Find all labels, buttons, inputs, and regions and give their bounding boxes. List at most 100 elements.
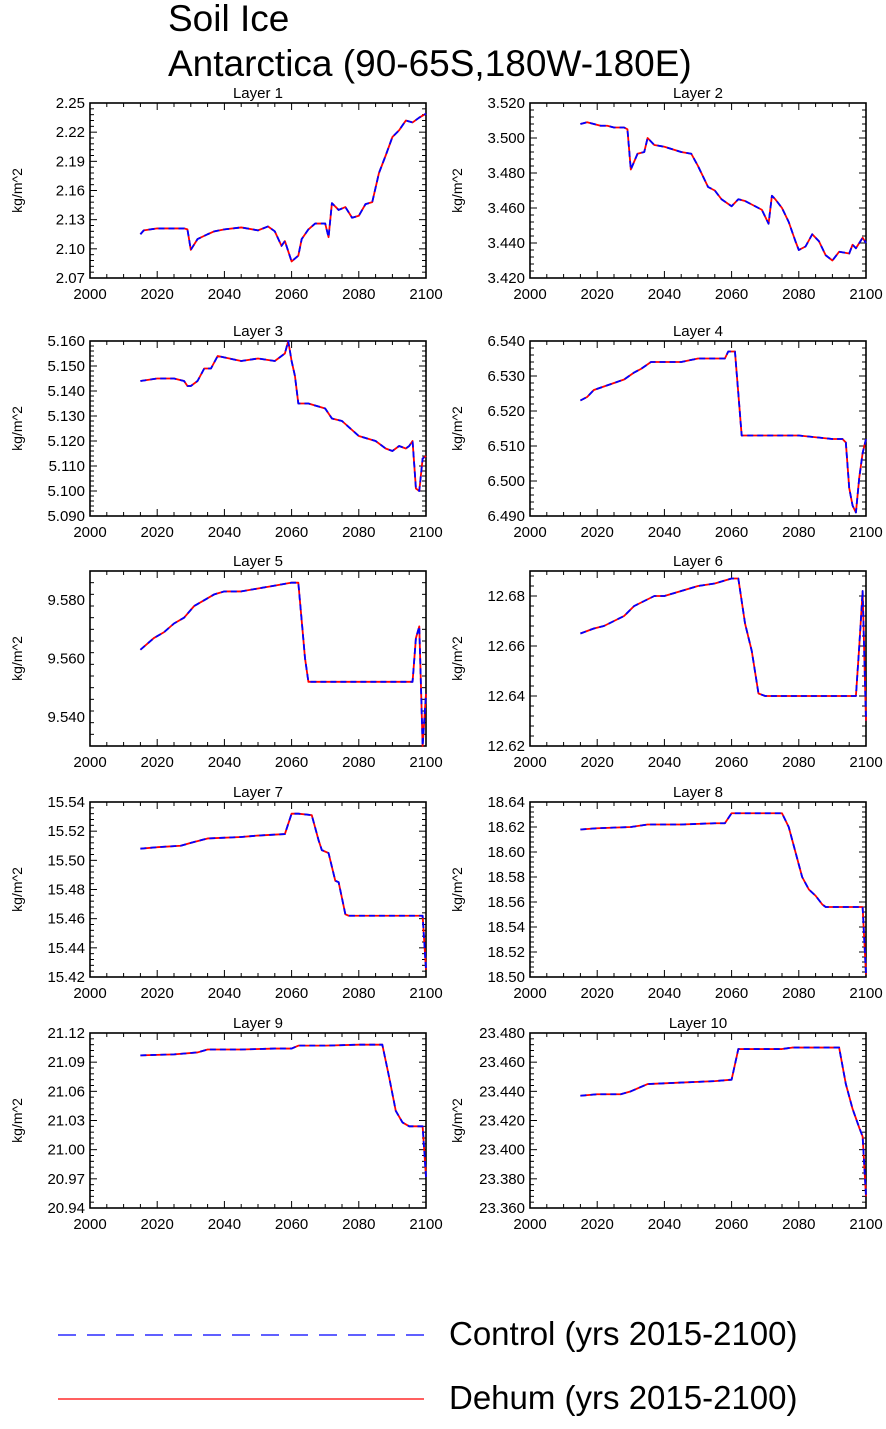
legend-swatch-dehum	[58, 1398, 424, 1400]
panel-layer-10: Layer 10 kg/m^2 2000 2020 2040 2060 2080 2100 23…	[449, 1015, 883, 1233]
y-tick-label: 23.400	[479, 1142, 525, 1159]
plot-frame-layer-2	[529, 102, 867, 279]
panel-layer-2: Layer 2 kg/m^2 2000 2020 2040 2060 2080 2100 3.4…	[449, 85, 883, 303]
x-tick-label: 2040	[648, 286, 681, 303]
x-tick-label: 2000	[513, 985, 546, 1002]
y-axis-label-layer-10: kg/m^2	[449, 1098, 465, 1143]
y-tick-label: 5.140	[47, 383, 85, 400]
panel-title-layer-2: Layer 2	[673, 85, 723, 102]
plot-frame-layer-3	[89, 340, 427, 517]
y-tick-label: 18.50	[487, 969, 525, 986]
y-tick-label: 15.48	[47, 882, 85, 899]
x-tick-label: 2020	[581, 524, 614, 541]
y-tick-label: 21.06	[47, 1083, 85, 1100]
y-tick-label: 23.440	[479, 1083, 525, 1100]
panel-title-layer-1: Layer 1	[233, 85, 283, 102]
y-tick-label: 3.520	[487, 95, 525, 112]
x-tick-label: 2000	[513, 1216, 546, 1233]
y-tick-label: 5.110	[49, 458, 85, 475]
x-tick-label: 2000	[73, 286, 106, 303]
x-tick-label: 2000	[513, 524, 546, 541]
y-tick-label: 18.62	[487, 819, 525, 836]
y-tick-label: 18.54	[487, 919, 525, 936]
x-tick-label: 2060	[715, 754, 748, 771]
x-tick-label: 2100	[849, 754, 882, 771]
y-tick-label: 2.07	[56, 270, 85, 287]
plot-frame-layer-8	[529, 801, 867, 978]
y-tick-label: 23.460	[479, 1054, 525, 1071]
panel-title-layer-8: Layer 8	[673, 784, 723, 801]
panel-title-layer-9: Layer 9	[233, 1015, 283, 1032]
x-tick-label: 2100	[409, 524, 442, 541]
x-tick-label: 2080	[342, 1216, 375, 1233]
x-tick-label: 2040	[208, 286, 241, 303]
x-tick-label: 2080	[342, 524, 375, 541]
x-tick-label: 2080	[782, 524, 815, 541]
y-tick-label: 5.120	[47, 433, 85, 450]
y-tick-label: 2.22	[56, 124, 85, 141]
y-tick-label: 23.420	[479, 1113, 525, 1130]
x-tick-label: 2060	[275, 754, 308, 771]
series-line-dehum-layer-5	[139, 581, 427, 747]
y-tick-label: 18.56	[487, 894, 525, 911]
y-tick-label: 2.25	[56, 95, 85, 112]
y-tick-label: 3.440	[487, 235, 525, 252]
series-line-dehum-layer-9	[140, 1043, 427, 1177]
series-line-control-layer-9	[140, 1043, 427, 1177]
plot-frame-layer-7	[89, 801, 427, 978]
x-tick-label: 2060	[275, 286, 308, 303]
plot-frame-layer-4	[529, 340, 867, 517]
y-axis-label-layer-3: kg/m^2	[9, 406, 25, 451]
x-tick-label: 2100	[849, 985, 882, 1002]
y-tick-label: 5.160	[47, 333, 85, 350]
y-tick-label: 12.64	[487, 688, 525, 705]
x-tick-label: 2060	[715, 286, 748, 303]
y-axis-label-layer-7: kg/m^2	[9, 867, 25, 912]
x-tick-label: 2080	[782, 1216, 815, 1233]
y-tick-label: 20.97	[47, 1171, 85, 1188]
y-tick-label: 15.54	[47, 794, 85, 811]
series-line-control-layer-3	[140, 340, 427, 492]
y-tick-label: 9.540	[47, 709, 85, 726]
panel-layer-6: Layer 6 kg/m^2 2000 2020 2040 2060 2080 2100 12.…	[449, 553, 883, 771]
y-tick-label: 3.420	[487, 270, 525, 287]
y-tick-label: 3.500	[487, 130, 525, 147]
y-tick-label: 5.150	[47, 358, 85, 375]
series-line-dehum-layer-1	[139, 112, 427, 263]
x-tick-label: 2000	[73, 1216, 106, 1233]
panel-layer-7: Layer 7 kg/m^2 2000 2020 2040 2060 2080 2100 15.…	[9, 784, 443, 1002]
x-tick-label: 2020	[141, 754, 174, 771]
x-tick-label: 2100	[409, 1216, 442, 1233]
x-tick-label: 2020	[581, 286, 614, 303]
y-tick-label: 21.12	[47, 1025, 85, 1042]
x-tick-label: 2000	[73, 524, 106, 541]
plot-frame-layer-10	[529, 1032, 867, 1209]
x-tick-label: 2040	[208, 524, 241, 541]
y-tick-label: 6.490	[487, 508, 525, 525]
x-tick-label: 2020	[581, 754, 614, 771]
y-tick-label: 5.100	[47, 483, 85, 500]
panel-layer-1: Layer 1 kg/m^2 2000 2020 2040 2060 2080 2100 2.0…	[9, 85, 443, 303]
x-tick-label: 2020	[141, 1216, 174, 1233]
x-tick-label: 2060	[275, 985, 308, 1002]
x-tick-label: 2020	[581, 985, 614, 1002]
series-line-dehum-layer-6	[580, 577, 867, 722]
series-line-dehum-layer-7	[140, 812, 427, 970]
y-tick-label: 23.380	[479, 1171, 525, 1188]
y-tick-label: 2.13	[56, 212, 85, 229]
x-tick-label: 2100	[849, 524, 882, 541]
panel-layer-9: Layer 9 kg/m^2 2000 2020 2040 2060 2080 2100 20.…	[9, 1015, 443, 1233]
y-tick-label: 3.480	[487, 165, 525, 182]
x-tick-label: 2080	[782, 286, 815, 303]
panel-layer-4: Layer 4 kg/m^2 2000 2020 2040 2060 2080 2100 6.4…	[449, 323, 883, 541]
x-tick-label: 2060	[275, 1216, 308, 1233]
legend-label-dehum: Dehum (yrs 2015-2100)	[449, 1379, 798, 1416]
y-tick-label: 21.00	[47, 1142, 85, 1159]
x-tick-label: 2000	[73, 754, 106, 771]
y-tick-label: 15.46	[47, 911, 85, 928]
series-line-control-layer-5	[139, 581, 427, 747]
x-tick-label: 2040	[648, 985, 681, 1002]
y-tick-label: 18.64	[487, 794, 525, 811]
x-tick-label: 2040	[208, 985, 241, 1002]
